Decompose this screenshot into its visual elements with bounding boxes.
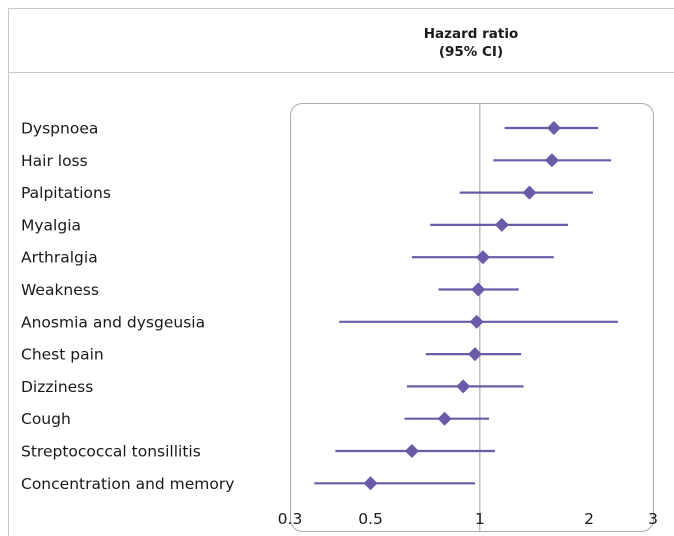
column-header-line-2: (95% CI) xyxy=(439,44,503,60)
estimate-marker-dizziness xyxy=(456,379,471,394)
estimate-marker-hair-loss xyxy=(544,153,559,168)
estimate-marker-myalgia xyxy=(494,217,509,232)
column-header-line-1: Hazard ratio xyxy=(424,26,519,42)
estimate-marker-concentration-and-memory xyxy=(363,476,378,491)
row-label-myalgia: Myalgia xyxy=(21,216,81,234)
row-label-concentration-and-memory: Concentration and memory xyxy=(21,475,234,493)
estimate-marker-weakness xyxy=(471,282,486,297)
estimate-marker-chest-pain xyxy=(468,347,483,362)
estimate-marker-cough xyxy=(437,411,452,426)
row-label-palpitations: Palpitations xyxy=(21,184,111,202)
row-label-dizziness: Dizziness xyxy=(21,378,93,396)
estimate-marker-streptococcal-tonsillitis xyxy=(404,444,419,458)
estimate-marker-dyspnoea xyxy=(546,121,561,135)
forest-rows: Dyspnoea Hair loss Palpitations Myalgia Arth… xyxy=(21,120,618,493)
row-label-arthralgia: Arthralgia xyxy=(21,249,98,267)
estimate-marker-arthralgia xyxy=(475,250,490,265)
x-tick-0-3: 0.3 xyxy=(278,510,303,528)
estimate-marker-anosmia-and-dysgeusia xyxy=(469,314,484,329)
plot-area-frame xyxy=(290,103,654,532)
x-axis-ticks: 0.3 0.5 1 2 3 xyxy=(278,510,658,528)
row-label-hair-loss: Hair loss xyxy=(21,152,88,170)
row-label-dyspnoea: Dyspnoea xyxy=(21,120,98,138)
row-label-cough: Cough xyxy=(21,410,71,428)
x-tick-1: 1 xyxy=(475,510,485,528)
estimate-marker-palpitations xyxy=(522,185,537,200)
x-tick-2: 2 xyxy=(584,510,594,528)
row-label-anosmia-and-dysgeusia: Anosmia and dysgeusia xyxy=(21,313,205,331)
row-label-chest-pain: Chest pain xyxy=(21,346,104,364)
x-tick-3: 3 xyxy=(648,510,658,528)
row-label-weakness: Weakness xyxy=(21,281,99,299)
row-label-streptococcal-tonsillitis: Streptococcal tonsillitis xyxy=(21,443,201,461)
x-tick-0-5: 0.5 xyxy=(358,510,383,528)
